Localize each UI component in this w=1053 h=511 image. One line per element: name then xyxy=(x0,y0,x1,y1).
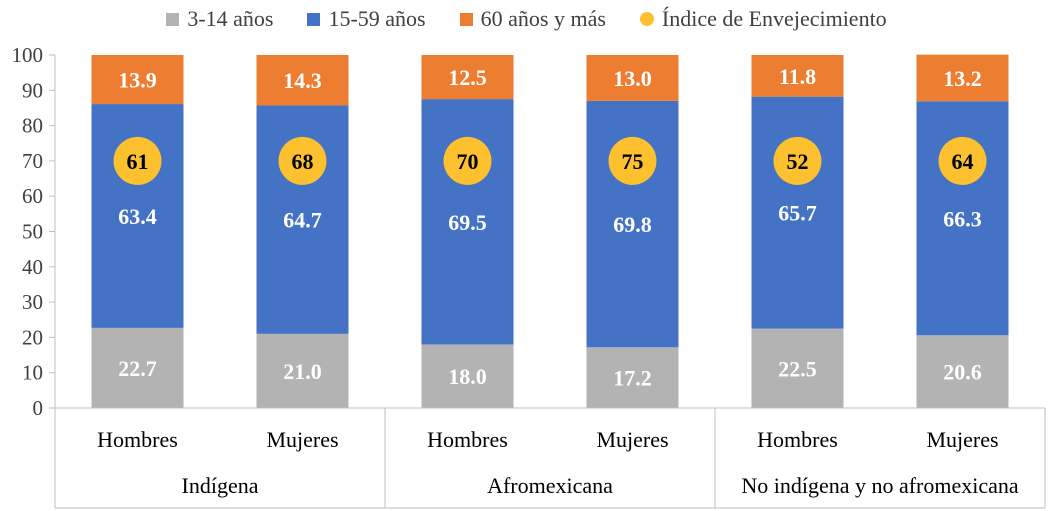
bar-young-0 xyxy=(91,327,184,408)
data-label-young-2: 18.0 xyxy=(448,364,487,389)
data-label-old-2: 12.5 xyxy=(448,65,487,90)
index-marker-2 xyxy=(443,136,492,185)
bar-old-1 xyxy=(256,55,349,106)
index-marker-5 xyxy=(938,136,987,185)
legend-item-60-plus: 60 años y más xyxy=(459,6,606,32)
legend-swatch-3-14 xyxy=(166,12,180,26)
index-label-0: 61 xyxy=(127,149,149,174)
category-label-2: Hombres xyxy=(427,427,508,452)
y-tick-label: 40 xyxy=(22,255,43,279)
index-label-2: 70 xyxy=(457,149,479,174)
index-label-5: 64 xyxy=(952,149,974,174)
legend-swatch-60-plus xyxy=(459,12,473,26)
y-tick-label: 30 xyxy=(22,290,43,314)
y-tick-label: 90 xyxy=(22,78,43,102)
data-label-old-5: 13.2 xyxy=(943,66,982,91)
group-label-0: Indígena xyxy=(182,473,259,498)
bar-old-3 xyxy=(586,55,679,101)
legend-label-15-59: 15-59 años xyxy=(328,6,426,31)
data-label-adult-0: 63.4 xyxy=(118,204,157,229)
category-label-3: Mujeres xyxy=(596,427,668,452)
bar-young-4 xyxy=(751,328,844,408)
y-tick-label: 50 xyxy=(22,220,43,244)
legend-label-index: Índice de Envejecimiento xyxy=(661,6,887,31)
bar-old-2 xyxy=(421,55,514,100)
data-label-young-4: 22.5 xyxy=(778,356,817,381)
bar-young-3 xyxy=(586,347,679,408)
category-label-1: Mujeres xyxy=(266,427,338,452)
bar-young-2 xyxy=(421,344,514,408)
data-label-young-3: 17.2 xyxy=(613,366,652,391)
index-label-3: 75 xyxy=(622,149,644,174)
index-marker-4 xyxy=(773,136,822,185)
y-tick-label: 100 xyxy=(12,43,44,67)
group-label-1: Afromexicana xyxy=(487,473,613,498)
y-tick-label: 70 xyxy=(22,149,43,173)
data-label-adult-5: 66.3 xyxy=(943,206,982,231)
legend: 3-14 años 15-59 años 60 años y más Índic… xyxy=(0,4,1053,34)
data-label-young-1: 21.0 xyxy=(283,359,322,384)
legend-label-3-14: 3-14 años xyxy=(187,6,274,31)
bar-young-5 xyxy=(916,335,1009,408)
index-marker-3 xyxy=(608,136,657,185)
legend-item-15-59: 15-59 años xyxy=(307,6,426,32)
bar-adult-4 xyxy=(751,96,844,329)
data-label-adult-4: 65.7 xyxy=(778,201,817,226)
group-label-2: No indígena y no afromexicana xyxy=(741,473,1019,498)
y-tick-label: 80 xyxy=(22,114,43,138)
bar-young-1 xyxy=(256,333,349,408)
data-label-adult-3: 69.8 xyxy=(613,212,652,237)
data-label-old-1: 14.3 xyxy=(283,68,322,93)
y-tick-label: 0 xyxy=(33,396,44,420)
category-label-0: Hombres xyxy=(97,427,178,452)
legend-item-index: Índice de Envejecimiento xyxy=(639,6,887,32)
bar-old-0 xyxy=(91,55,184,105)
legend-swatch-index xyxy=(639,12,654,26)
data-label-old-3: 13.0 xyxy=(613,66,652,91)
index-label-1: 68 xyxy=(292,149,314,174)
y-tick-label: 60 xyxy=(22,184,43,208)
y-tick-label: 20 xyxy=(22,325,43,349)
legend-label-60-plus: 60 años y más xyxy=(480,6,606,31)
data-label-young-0: 22.7 xyxy=(118,356,157,381)
category-label-5: Mujeres xyxy=(926,427,998,452)
data-label-adult-2: 69.5 xyxy=(448,210,487,235)
data-label-adult-1: 64.7 xyxy=(283,208,322,233)
legend-item-3-14: 3-14 años xyxy=(166,6,273,32)
category-label-4: Hombres xyxy=(757,427,838,452)
data-label-old-0: 13.9 xyxy=(118,68,157,93)
data-label-old-4: 11.8 xyxy=(779,64,816,89)
index-marker-0 xyxy=(113,136,162,185)
index-marker-1 xyxy=(278,136,327,185)
bar-old-4 xyxy=(751,55,844,97)
data-label-young-5: 20.6 xyxy=(943,360,982,385)
legend-swatch-15-59 xyxy=(307,12,321,26)
bar-old-5 xyxy=(916,54,1009,102)
y-tick-label: 10 xyxy=(22,361,43,385)
index-label-4: 52 xyxy=(787,149,809,174)
